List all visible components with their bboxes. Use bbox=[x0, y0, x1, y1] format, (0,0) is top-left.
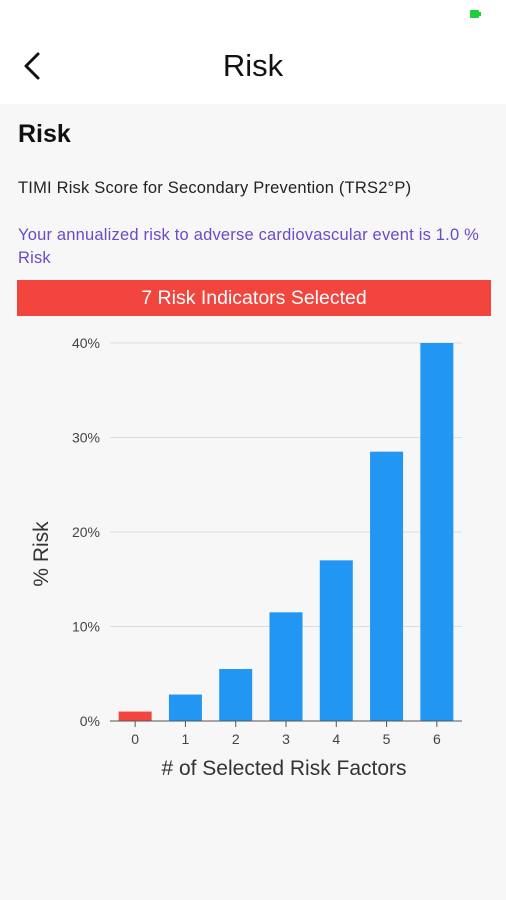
chart-gridlines bbox=[110, 342, 462, 627]
risk-indicators-banner: 7 Risk Indicators Selected bbox=[17, 280, 491, 316]
chart-bars bbox=[118, 343, 454, 721]
y-tick-label: 40% bbox=[72, 335, 100, 351]
chart-y-ticks: 0% 10% 20% 30% 40% bbox=[72, 335, 100, 729]
x-tick-label: 4 bbox=[332, 731, 340, 747]
bar-2 bbox=[219, 669, 253, 721]
status-bar bbox=[0, 0, 506, 30]
bar-3 bbox=[269, 612, 303, 721]
section-title: Risk bbox=[18, 120, 71, 148]
back-button[interactable] bbox=[16, 48, 52, 84]
y-axis-label: % Risk bbox=[30, 521, 53, 587]
x-tick-label: 3 bbox=[282, 731, 290, 747]
bar-1 bbox=[168, 694, 202, 721]
risk-bar-chart: 0 1 2 3 4 5 6 0% 10% 20% 30% 40% # of Selected Ris… bbox=[30, 335, 462, 780]
bar-6 bbox=[420, 343, 454, 721]
bar-4 bbox=[319, 560, 353, 721]
x-tick-label: 0 bbox=[131, 731, 139, 747]
x-tick-label: 1 bbox=[182, 731, 190, 747]
battery-icon bbox=[470, 10, 481, 18]
chevron-left-icon bbox=[24, 52, 40, 80]
x-axis-label: # of Selected Risk Factors bbox=[161, 757, 406, 780]
navigation-bar: Risk bbox=[0, 30, 506, 104]
y-tick-label: 30% bbox=[72, 430, 100, 446]
y-tick-label: 10% bbox=[72, 619, 100, 635]
nav-title: Risk bbox=[222, 48, 284, 83]
chart-x-axis: 0 1 2 3 4 5 6 bbox=[110, 720, 462, 747]
x-tick-label: 6 bbox=[433, 731, 441, 747]
bar-5 bbox=[370, 451, 404, 721]
x-tick-label: 2 bbox=[232, 731, 240, 747]
y-tick-label: 0% bbox=[80, 713, 100, 729]
score-subtitle: TIMI Risk Score for Secondary Prevention… bbox=[18, 179, 412, 197]
risk-message: Your annualized risk to adverse cardiova… bbox=[18, 226, 480, 267]
y-tick-label: 20% bbox=[72, 524, 100, 540]
bar-0 bbox=[118, 711, 152, 721]
x-tick-label: 5 bbox=[383, 731, 391, 747]
